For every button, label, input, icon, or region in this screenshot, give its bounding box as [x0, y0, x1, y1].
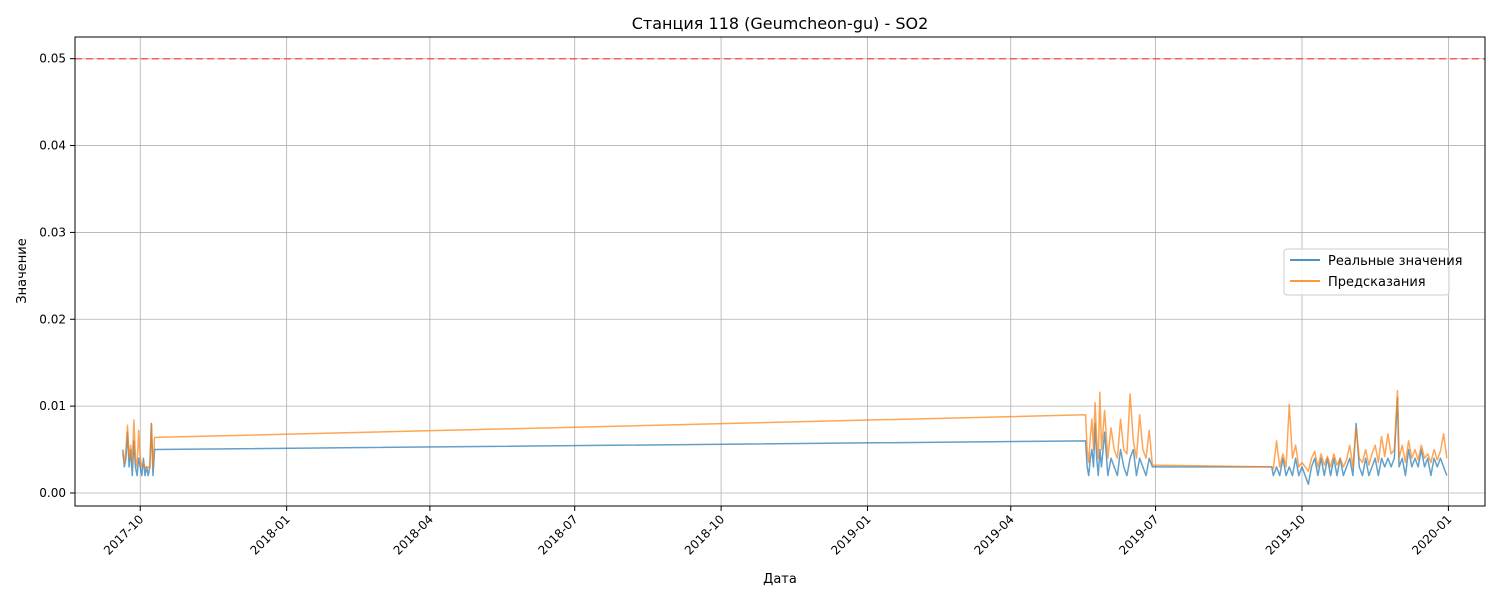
legend-label-pred: Предсказания: [1328, 275, 1426, 290]
y-tick-label: 0.00: [39, 486, 66, 500]
legend-box: [1283, 248, 1450, 296]
legend-label-real: Реальные значения: [1328, 254, 1463, 269]
y-gridlines: [75, 58, 1485, 494]
chart-title: Станция 118 (Geumcheon-gu) - SO2: [632, 14, 929, 33]
x-axis-label: Дата: [763, 572, 797, 587]
y-tick-label: 0.04: [39, 139, 66, 153]
y-tick-label: 0.02: [39, 312, 66, 326]
series-pred-line: [122, 389, 1448, 473]
plot-frame: [74, 36, 1486, 507]
y-axis-ticks: 0.00 0.01 0.02 0.03 0.04 0.05: [39, 52, 75, 500]
y-tick-label: 0.03: [39, 225, 66, 239]
y-axis-label: Значение: [15, 238, 30, 303]
series-layer: [121, 389, 1448, 486]
legend: Реальные значения Предсказания: [1283, 248, 1463, 296]
plot-area: [75, 37, 1485, 506]
y-tick-label: 0.01: [39, 399, 66, 413]
y-tick-label: 0.05: [39, 52, 66, 66]
